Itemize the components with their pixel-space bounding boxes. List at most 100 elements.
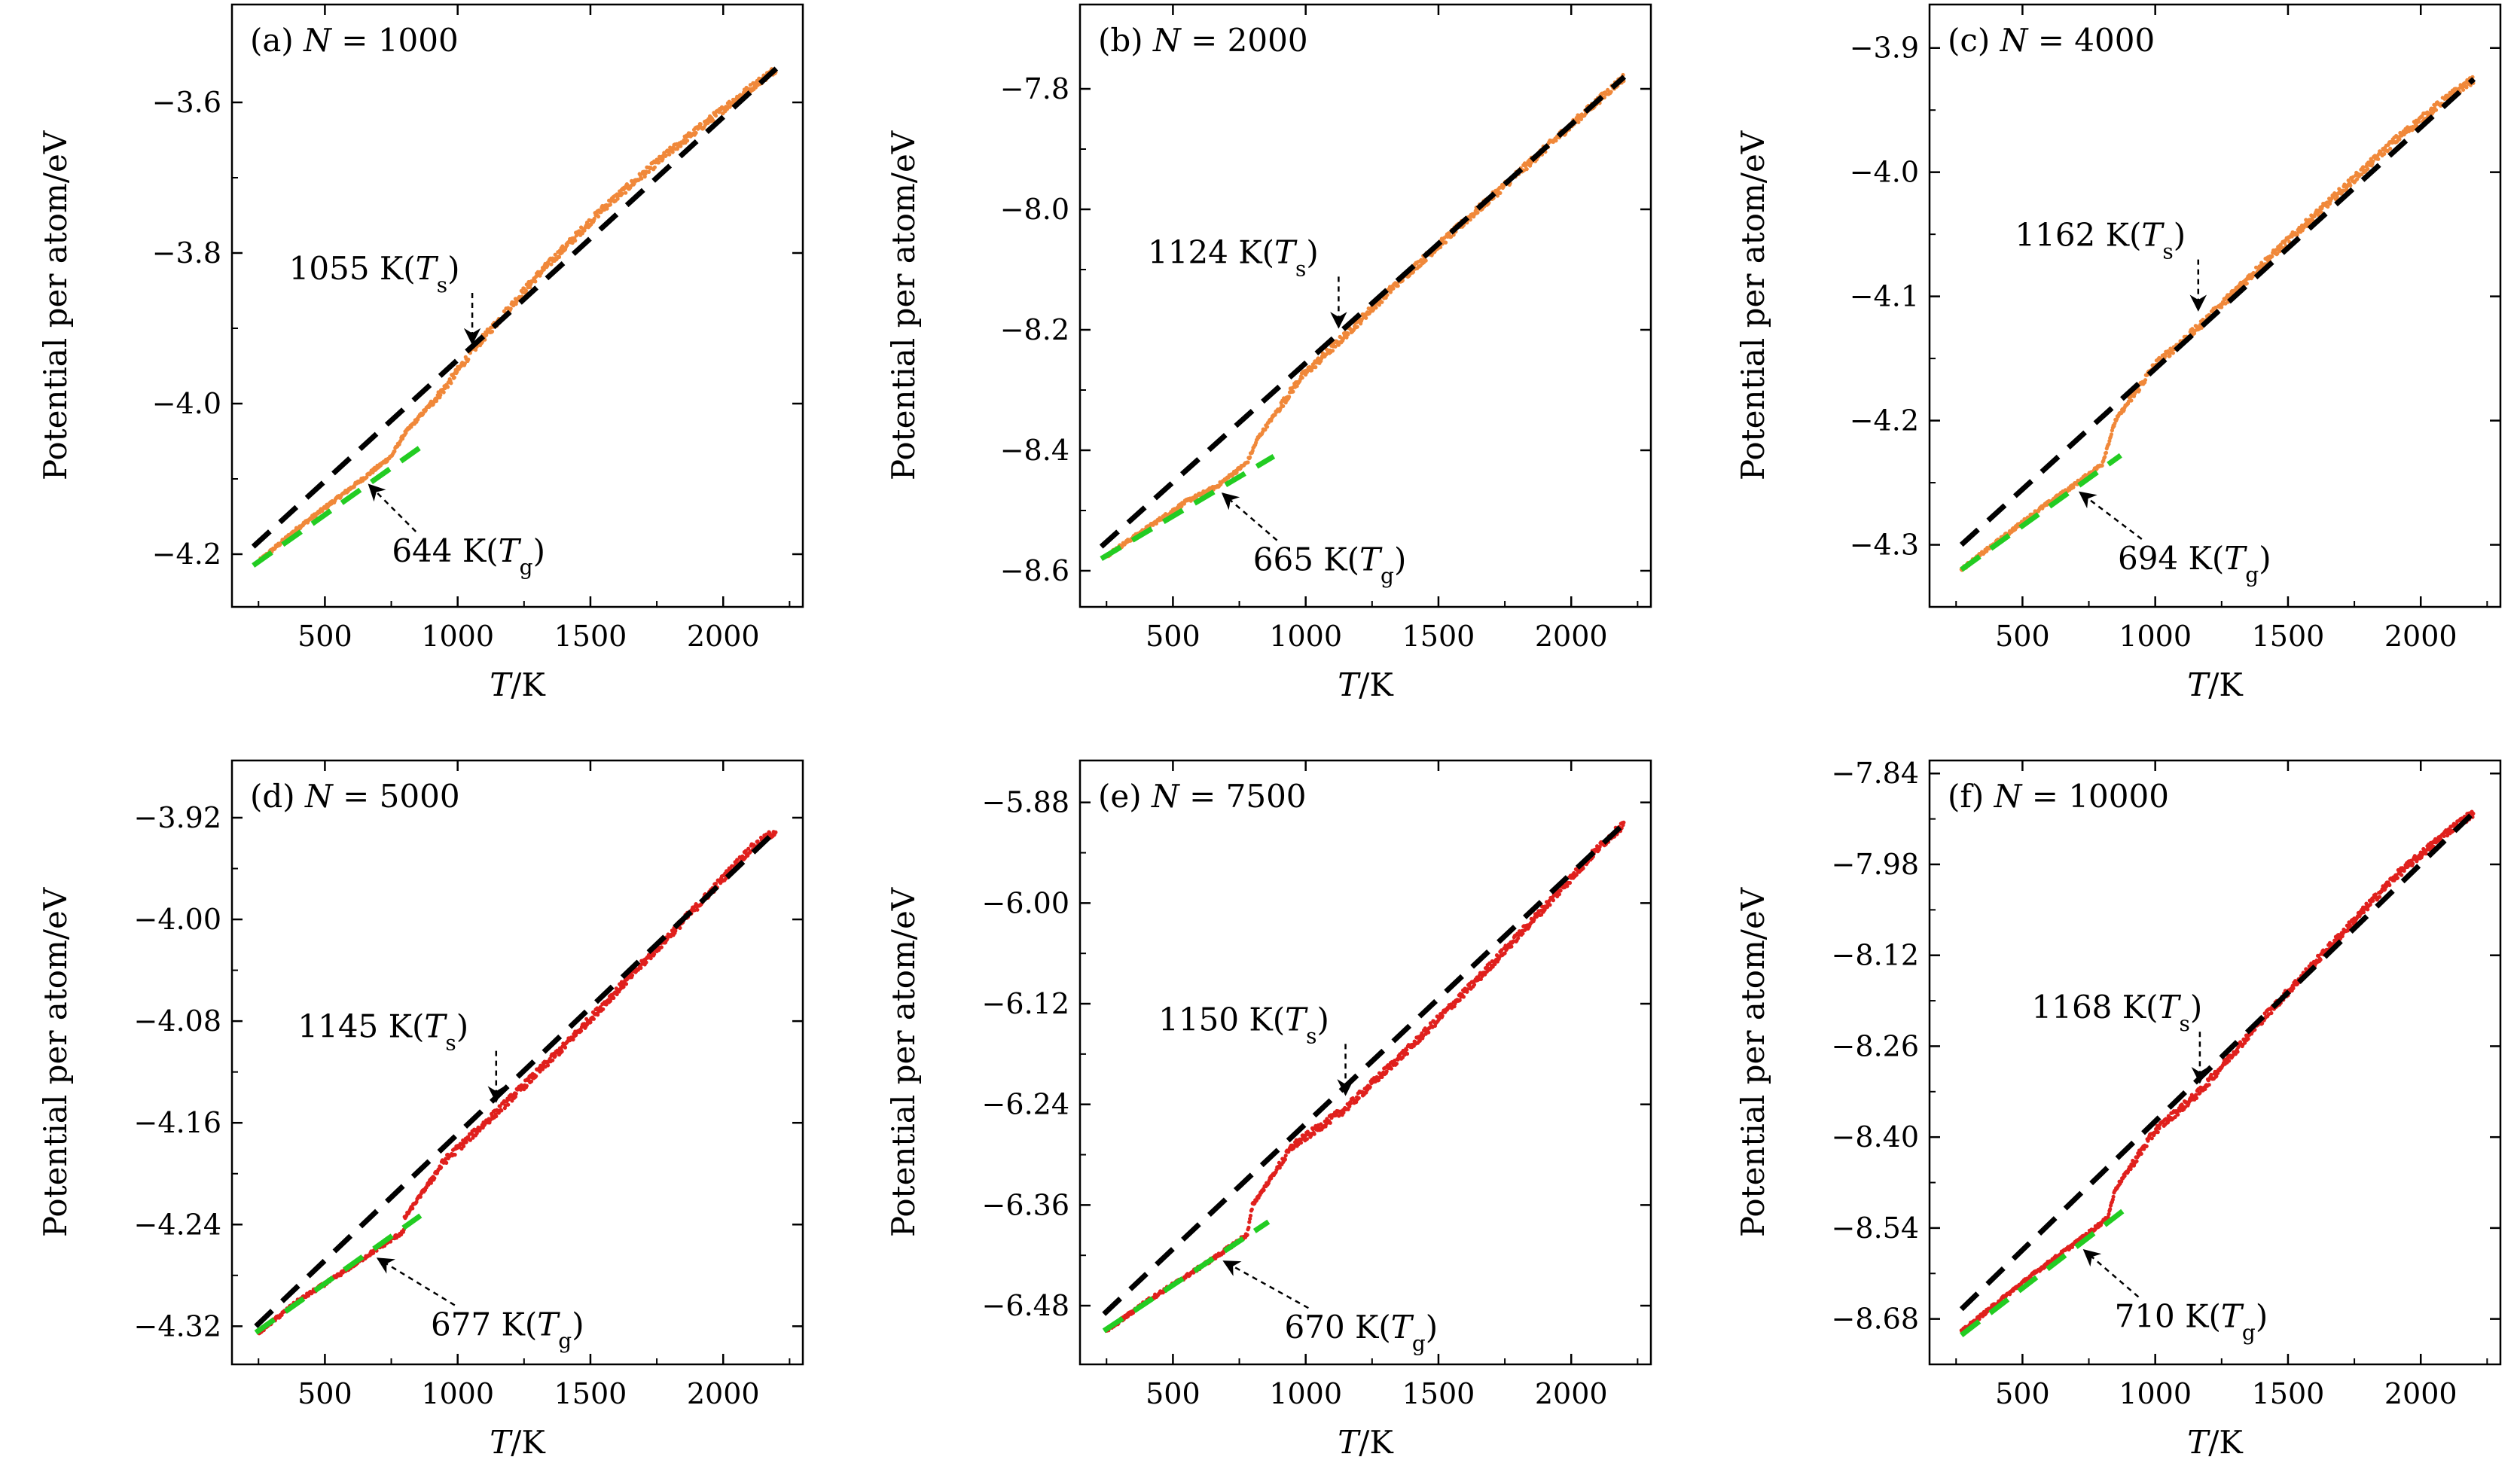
data-point — [2395, 876, 2399, 880]
data-point — [1558, 888, 1563, 893]
data-point — [1250, 449, 1255, 453]
data-point — [1346, 1107, 1350, 1111]
data-point — [648, 956, 653, 961]
tg-annotation: 677 K(Tg) — [431, 1306, 584, 1353]
data-point — [588, 1020, 593, 1025]
data-point — [1245, 1233, 1249, 1237]
y-tick-label: −8.12 — [1832, 939, 1919, 972]
data-point — [678, 925, 682, 930]
data-point — [1283, 1157, 1287, 1162]
data-point — [735, 858, 740, 862]
data-point — [2346, 178, 2351, 183]
data-point — [2366, 166, 2370, 171]
data-point — [466, 357, 471, 361]
data-point — [462, 1144, 466, 1148]
data-point — [1405, 1051, 1410, 1056]
data-point — [2382, 151, 2387, 156]
data-point — [1300, 376, 1304, 380]
scatter-points — [1104, 72, 1626, 559]
data-point — [2278, 242, 2283, 247]
plot-frame — [230, 3, 804, 608]
data-point — [2254, 265, 2259, 270]
y-tick-label: −7.8 — [1000, 72, 1069, 105]
plot-frame — [1928, 759, 2502, 1366]
scatter-points — [1104, 820, 1626, 1333]
data-point — [2387, 882, 2392, 888]
data-point — [2198, 1091, 2202, 1096]
data-point — [523, 288, 529, 293]
data-point — [2269, 1010, 2274, 1016]
data-point — [1283, 1154, 1288, 1158]
panel-b: 500 1000 1500 2000−8.6−8.4−8.2−8.0−7.8T/KPo… — [885, 3, 1652, 703]
data-point — [1341, 337, 1346, 341]
tg-annotation: 644 K(Tg) — [392, 532, 545, 580]
data-point — [713, 882, 718, 886]
data-point — [1281, 404, 1286, 409]
x-tick-label: 500 — [1995, 1377, 2050, 1410]
liquid-fit-line — [1102, 821, 1627, 1316]
data-point — [453, 1153, 457, 1157]
data-point — [2144, 1144, 2149, 1148]
data-point — [338, 1273, 343, 1278]
data-point — [455, 370, 459, 374]
tg-arrow — [376, 1257, 456, 1306]
x-axis-title: T/K — [2187, 666, 2244, 703]
data-point — [2109, 432, 2114, 437]
plot-frame — [1078, 3, 1652, 608]
data-point — [392, 449, 397, 454]
data-point — [1249, 1207, 1254, 1212]
scatter-points — [256, 830, 778, 1336]
data-point — [540, 1067, 545, 1071]
data-point — [664, 153, 669, 157]
y-tick-label: −8.40 — [1832, 1120, 1919, 1154]
data-point — [545, 1063, 551, 1068]
data-point — [2399, 873, 2404, 877]
y-tick-label: −8.0 — [1000, 193, 1069, 226]
data-point — [2366, 907, 2370, 912]
data-point — [404, 431, 408, 435]
data-point — [1557, 892, 1561, 897]
data-point — [1483, 972, 1487, 977]
data-point — [1278, 406, 1283, 410]
tg-annotation: 694 K(Tg) — [2118, 540, 2271, 587]
data-point — [639, 176, 644, 181]
data-point — [1478, 977, 1483, 981]
data-point — [2100, 463, 2104, 468]
data-point — [452, 375, 456, 379]
data-point — [445, 385, 450, 389]
data-point — [615, 197, 620, 201]
data-point — [2461, 87, 2466, 92]
data-point — [1368, 1085, 1372, 1090]
x-axis-title: T/K — [490, 1424, 546, 1460]
data-point — [2244, 281, 2249, 286]
data-point — [644, 960, 648, 965]
data-point — [414, 1199, 419, 1204]
data-point — [1312, 1132, 1316, 1136]
data-point — [713, 114, 718, 118]
data-point — [1248, 1217, 1252, 1221]
data-point — [2110, 1197, 2115, 1202]
tg-arrow — [2078, 491, 2143, 540]
data-point — [441, 390, 446, 395]
data-point — [755, 839, 760, 843]
data-point — [1457, 998, 1462, 1002]
y-tick-label: −4.2 — [1850, 404, 1919, 437]
data-point — [553, 1053, 557, 1058]
y-tick-label: −3.6 — [152, 86, 221, 119]
data-point — [2376, 157, 2381, 161]
y-tick-label: −4.08 — [134, 1004, 221, 1038]
data-point — [496, 1111, 501, 1115]
ts-annotation: 1055 K(Ts) — [289, 250, 460, 297]
data-point — [560, 1049, 564, 1054]
x-tick-label: 2000 — [2384, 620, 2457, 653]
x-tick-label: 1500 — [1402, 620, 1475, 653]
data-point — [743, 849, 748, 853]
data-point — [2235, 1050, 2240, 1054]
tg-arrow — [1222, 1260, 1309, 1309]
data-point — [2129, 398, 2134, 403]
y-tick-label: −8.2 — [1000, 313, 1069, 346]
data-point — [2155, 1130, 2160, 1135]
data-point — [1298, 1141, 1304, 1145]
data-point — [1597, 845, 1602, 849]
x-tick-label: 1500 — [2252, 620, 2325, 653]
